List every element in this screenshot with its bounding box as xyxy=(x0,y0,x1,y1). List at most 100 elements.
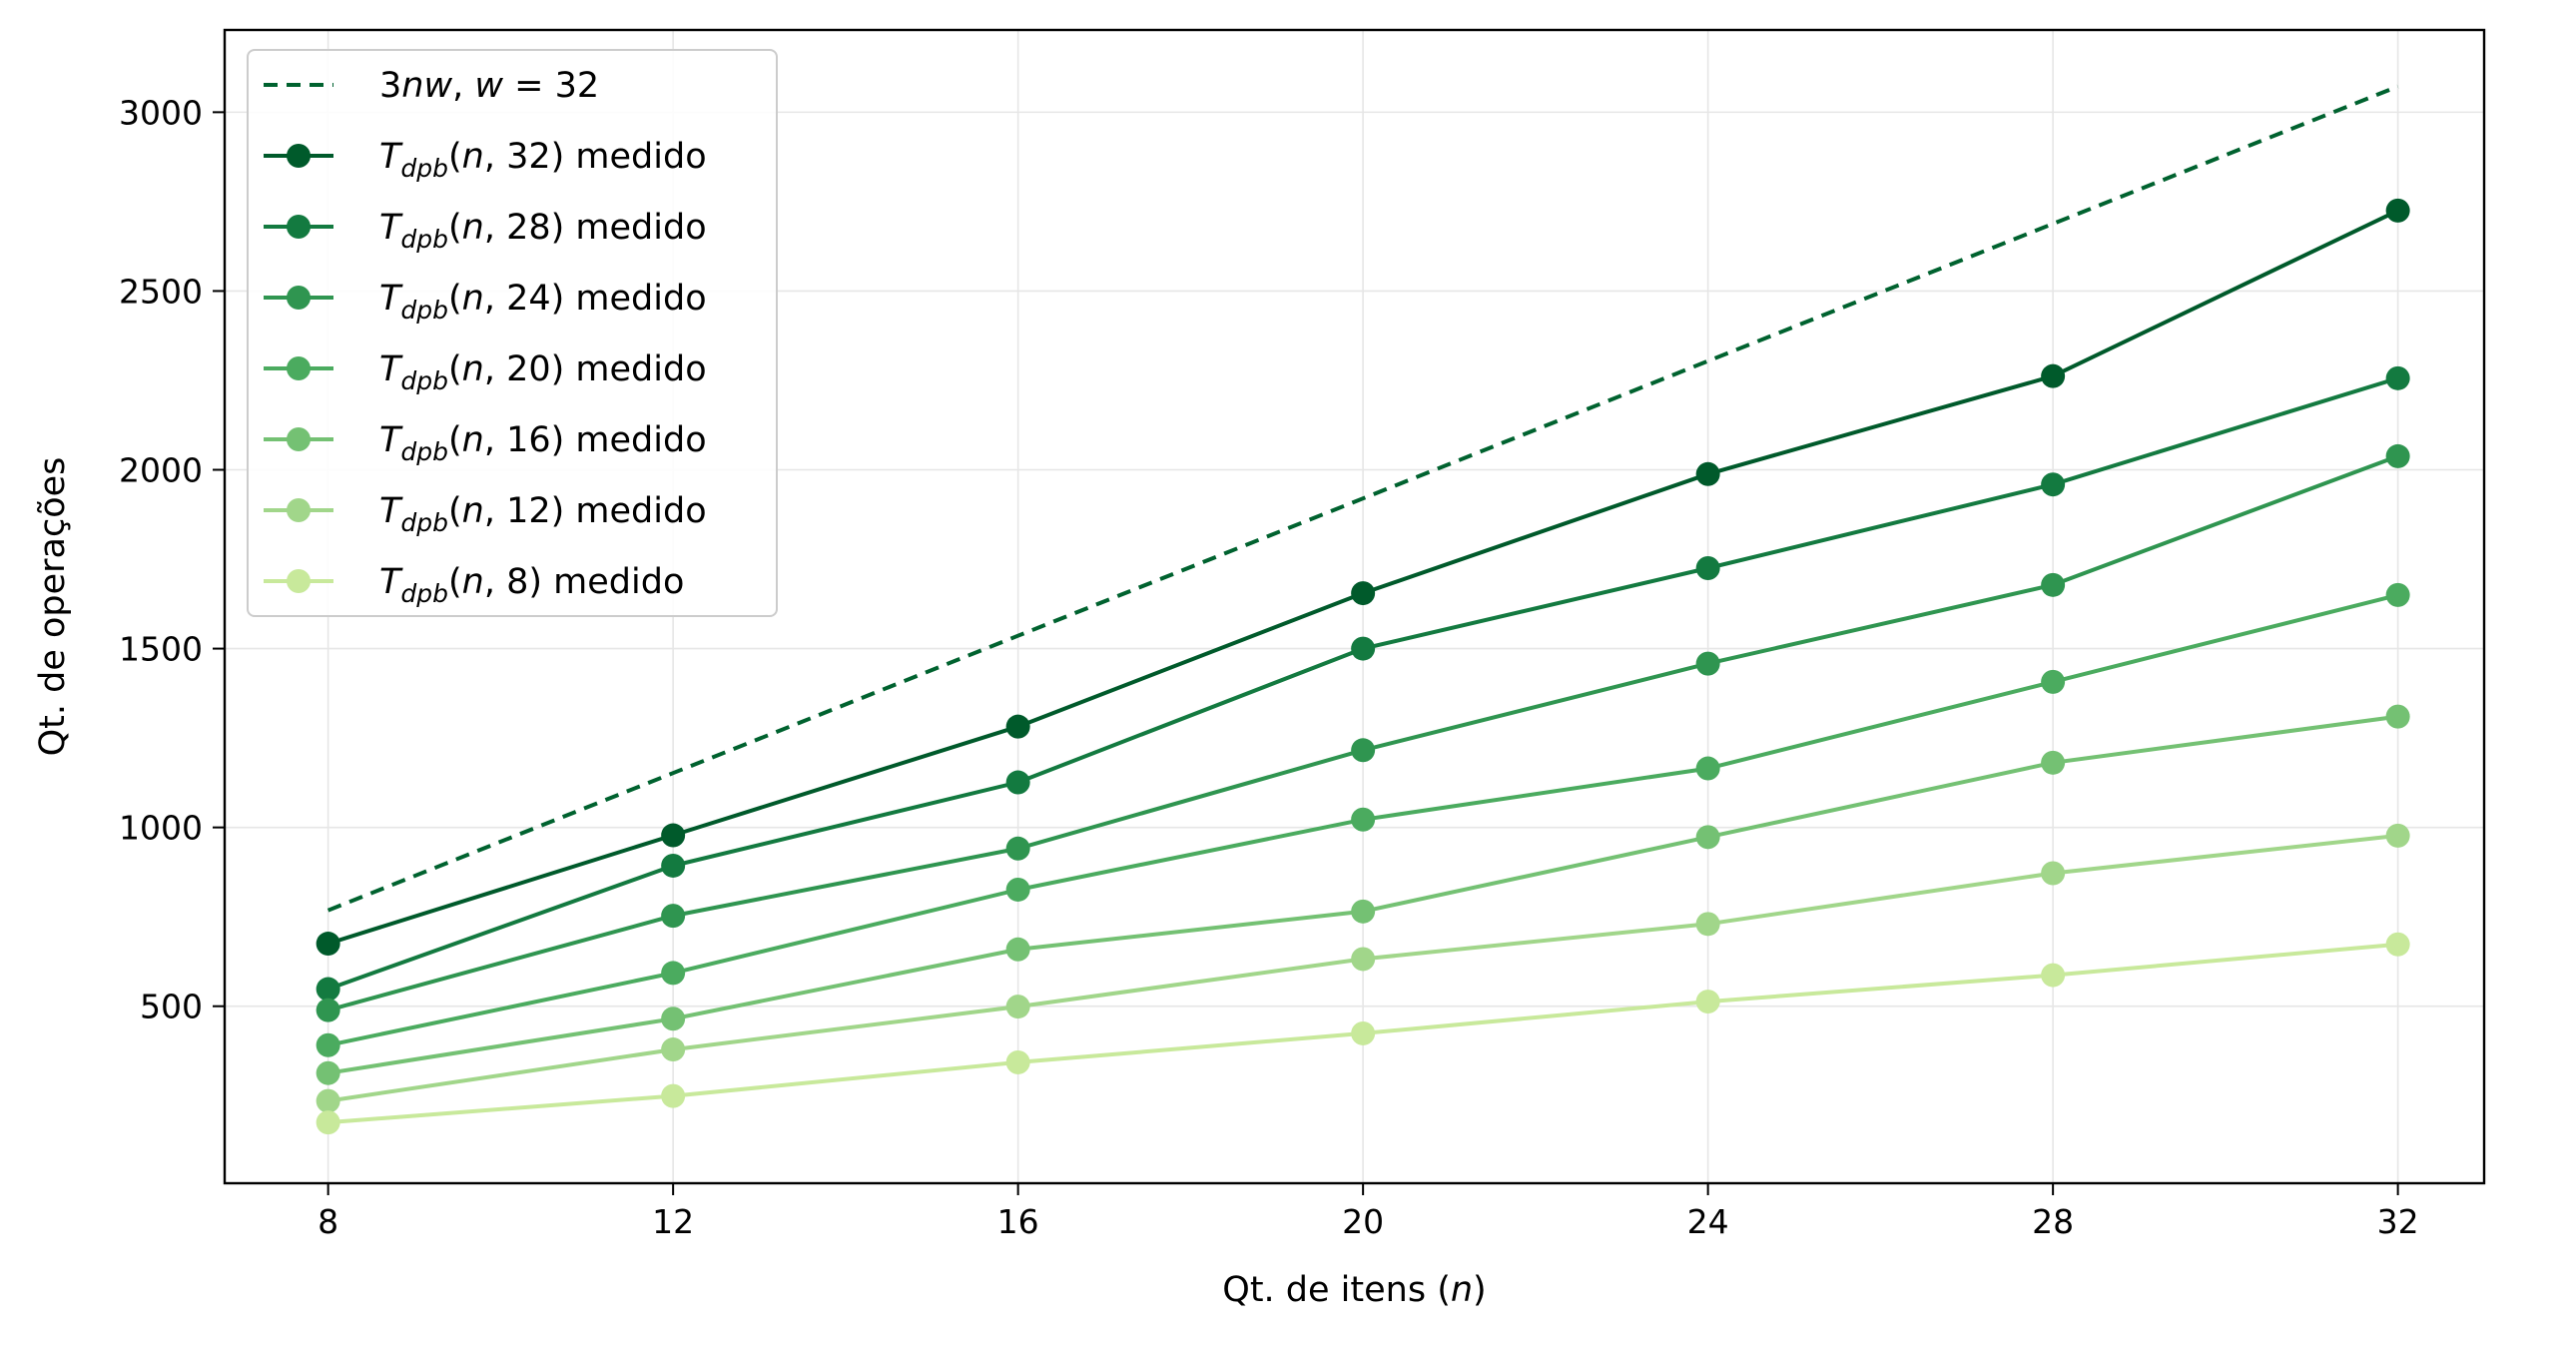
y-tick-label: 1000 xyxy=(119,809,203,848)
data-point xyxy=(1695,556,1720,580)
data-point xyxy=(2385,823,2410,848)
legend-label: 3nw, w = 32 xyxy=(379,66,599,106)
legend-swatch-marker xyxy=(287,569,311,593)
data-point xyxy=(1695,912,1720,937)
data-point xyxy=(1351,899,1376,924)
data-point xyxy=(661,1037,686,1062)
legend-box xyxy=(247,49,778,617)
series-0 xyxy=(326,84,2399,913)
data-point xyxy=(661,1007,686,1031)
data-point xyxy=(2041,572,2066,597)
data-point xyxy=(1005,1049,1030,1074)
data-point xyxy=(661,904,686,929)
series-7 xyxy=(316,932,2410,1135)
data-point xyxy=(316,932,340,957)
data-point xyxy=(316,977,340,1002)
legend: 3nw, w = 32 Tdpb(n, 32) medido Tdpb(n, 28)… xyxy=(247,49,778,617)
y-tick-label: 1500 xyxy=(119,630,203,669)
legend-item-0: 3nw, w = 32 xyxy=(264,66,599,106)
data-point xyxy=(316,1088,340,1113)
legend-item-2: Tdpb(n, 28) medido xyxy=(264,208,707,254)
data-point xyxy=(1351,738,1376,763)
data-point xyxy=(2041,669,2066,694)
data-point xyxy=(2041,472,2066,497)
data-point xyxy=(2385,704,2410,729)
data-point xyxy=(1695,461,1720,486)
y-tick-label: 2500 xyxy=(119,272,203,311)
legend-item-6: Tdpb(n, 12) medido xyxy=(264,491,707,537)
legend-swatch-marker xyxy=(287,356,311,380)
x-tick-label: 8 xyxy=(318,1202,338,1241)
y-tick-label: 2000 xyxy=(119,451,203,490)
series-3 xyxy=(316,443,2410,1022)
legend-label: Tdpb(n, 16) medido xyxy=(379,420,707,466)
legend-label: Tdpb(n, 12) medido xyxy=(379,491,707,537)
y-axis-label: Qt. de operações xyxy=(33,457,73,757)
series-4 xyxy=(316,582,2410,1057)
data-point xyxy=(316,1032,340,1057)
legend-label: Tdpb(n, 20) medido xyxy=(379,349,707,395)
series-group xyxy=(316,84,2410,1135)
legend-swatch-marker xyxy=(287,286,311,310)
data-point xyxy=(316,998,340,1022)
data-point xyxy=(2041,861,2066,886)
data-point xyxy=(1005,714,1030,739)
data-point xyxy=(1005,770,1030,795)
reference-line xyxy=(326,84,2399,913)
data-point xyxy=(2385,198,2410,223)
data-point xyxy=(661,961,686,986)
legend-swatch-marker xyxy=(287,144,311,168)
legend-item-4: Tdpb(n, 20) medido xyxy=(264,349,707,395)
x-tick-label: 12 xyxy=(652,1202,694,1241)
legend-item-3: Tdpb(n, 24) medido xyxy=(264,279,707,325)
data-point xyxy=(1351,947,1376,972)
x-tick-label: 20 xyxy=(1342,1202,1384,1241)
data-point xyxy=(1005,937,1030,962)
x-tick-label: 16 xyxy=(997,1202,1039,1241)
data-point xyxy=(2385,932,2410,957)
data-point xyxy=(1005,836,1030,861)
data-point xyxy=(316,1110,340,1135)
data-point xyxy=(2041,363,2066,388)
legend-label: Tdpb(n, 8) medido xyxy=(379,562,684,608)
legend-item-5: Tdpb(n, 16) medido xyxy=(264,420,707,466)
legend-label: Tdpb(n, 24) medido xyxy=(379,279,707,325)
x-axis-label: Qt. de itens (n) xyxy=(1222,1270,1486,1310)
x-tick-label: 28 xyxy=(2032,1202,2074,1241)
data-point xyxy=(1351,581,1376,606)
legend-item-1: Tdpb(n, 32) medido xyxy=(264,137,707,183)
data-point xyxy=(1351,1020,1376,1045)
legend-swatch-marker xyxy=(287,498,311,522)
data-point xyxy=(1695,756,1720,781)
y-tick-label: 3000 xyxy=(119,93,203,132)
data-point xyxy=(2385,582,2410,607)
data-point xyxy=(661,1083,686,1108)
y-tick-label: 500 xyxy=(140,988,203,1026)
data-point xyxy=(1695,651,1720,676)
series-2 xyxy=(316,365,2410,1002)
data-point xyxy=(661,853,686,878)
data-point xyxy=(1005,877,1030,902)
y-axis: 500 1000 1500 2000 2500 3000 xyxy=(119,93,225,1026)
data-point xyxy=(661,823,686,848)
data-point xyxy=(1351,807,1376,832)
legend-swatch-marker xyxy=(287,427,311,451)
legend-swatch-marker xyxy=(287,215,311,239)
data-point xyxy=(1695,825,1720,850)
x-axis: 8 12 16 20 24 28 32 xyxy=(318,1183,2419,1241)
data-point xyxy=(2385,443,2410,468)
data-point xyxy=(316,1060,340,1085)
legend-item-7: Tdpb(n, 8) medido xyxy=(264,562,684,608)
data-point xyxy=(2385,365,2410,390)
legend-label: Tdpb(n, 28) medido xyxy=(379,208,707,254)
data-point xyxy=(1005,995,1030,1019)
series-1 xyxy=(316,198,2410,957)
x-tick-label: 32 xyxy=(2377,1202,2419,1241)
series-6 xyxy=(316,823,2410,1113)
axes-frame xyxy=(223,28,2486,1185)
data-point xyxy=(2041,963,2066,988)
legend-label: Tdpb(n, 32) medido xyxy=(379,137,707,183)
data-point xyxy=(1351,636,1376,661)
